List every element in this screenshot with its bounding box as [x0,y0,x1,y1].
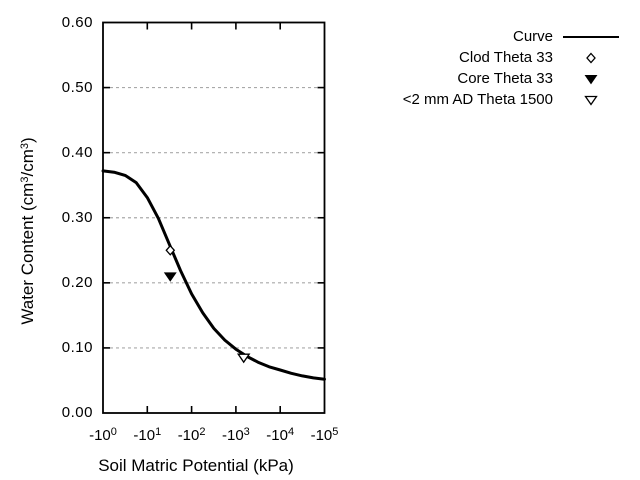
curve-line [101,169,326,381]
legend-marker-open-triangle-down-icon [584,95,598,106]
core-theta-33-point [163,272,177,282]
y-tick-label-0.60: 0.60 [61,13,93,31]
2-mm-ad-theta-1500-point [236,353,251,364]
legend-glyph-open-diamond [586,52,596,63]
legend-label-2-mm-ad-theta-1500: <2 mm AD Theta 1500 [402,91,553,108]
x-axis-title: Soil Matric Potential (kPa) [98,456,294,475]
y-tick-label-0.40: 0.40 [61,143,93,161]
legend-marker-filled-triangle-down-icon [584,74,598,84]
legend-item-core-theta-33: Core Theta 33 [403,68,620,89]
x-tick-label--10^2: -102 [177,426,206,445]
x-tick-label--10^3: -103 [221,426,250,445]
legend-marker-line-icon [563,35,619,38]
x-tick-label--10^4: -104 [266,426,295,445]
legend-label-clod-theta-33: Clod Theta 33 [459,49,553,66]
legend: Curve Clod Theta 33 Core Theta 33 <2 mm AD … [403,26,620,110]
y-tick-label-0.30: 0.30 [61,208,93,226]
x-tick-label--10^0: -100 [89,426,117,445]
legend-label-core-theta-33: Core Theta 33 [457,70,553,87]
legend-glyph-filled-triangle-down [584,74,598,84]
legend-item-clod-theta-33: Clod Theta 33 [403,47,620,68]
legend-item-curve: Curve [403,26,620,47]
legend-glyph-open-triangle-down [584,95,598,106]
x-tick-label--10^5: -105 [310,426,339,445]
legend-item-2-mm-ad-theta-1500: <2 mm AD Theta 1500 [403,89,620,110]
y-axis-title: Water Content (cm3/cm3) [18,137,37,325]
y-tick-label-0.20: 0.20 [61,273,93,291]
y-tick-label-0.10: 0.10 [61,338,93,356]
legend-label-curve: Curve [512,28,553,45]
clod-theta-33-point [165,244,176,256]
legend-marker-open-diamond-icon [586,52,596,63]
y-tick-label-0.00: 0.00 [61,404,93,421]
y-tick-label-0.50: 0.50 [61,78,93,96]
x-tick-label--10^1: -101 [133,426,162,445]
